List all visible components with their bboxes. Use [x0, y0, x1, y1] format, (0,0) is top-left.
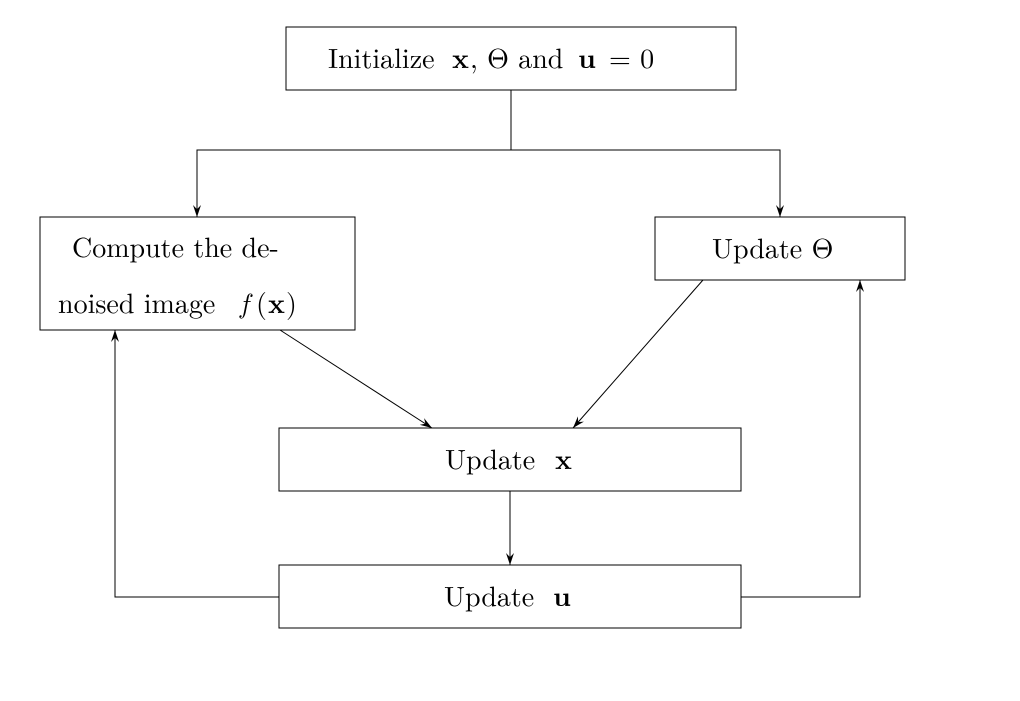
- init-label-part: , Θ and: [470, 37, 573, 77]
- updatex-label-part: Update: [445, 438, 545, 478]
- edge-u_to_compute: [115, 330, 279, 597]
- compute_line2-label-part: (: [256, 282, 267, 322]
- compute_line2-label-part: x: [268, 282, 285, 322]
- compute_line2-label-part: noised image: [58, 282, 225, 322]
- compute_line2-label: noised image f(x): [58, 282, 297, 322]
- edge-tee_right: [511, 150, 780, 217]
- init-label-part: = 0: [609, 37, 654, 77]
- updateu-label-part: u: [553, 575, 571, 615]
- init-label-part: Initialize: [328, 37, 444, 77]
- edge-u_to_theta: [741, 280, 860, 597]
- init-label-part: u: [578, 37, 607, 77]
- compute_line1-label-part: Compute the de-: [72, 226, 279, 266]
- updatex-label-part: x: [555, 438, 572, 478]
- edge-compute_to_x: [280, 330, 432, 428]
- compute_line1-label: Compute the de-: [72, 226, 279, 266]
- compute_line2-label-part: ): [286, 282, 297, 322]
- updateu-label-part: Update: [444, 575, 544, 615]
- theta-label: Update Θ: [712, 227, 833, 267]
- edge-theta_to_x: [573, 280, 703, 428]
- init-label-part: x: [452, 37, 469, 77]
- theta-label-part: Update Θ: [712, 227, 833, 267]
- init-label: Initialize x, Θ and u = 0: [328, 37, 654, 77]
- edge-tee_left: [197, 150, 511, 217]
